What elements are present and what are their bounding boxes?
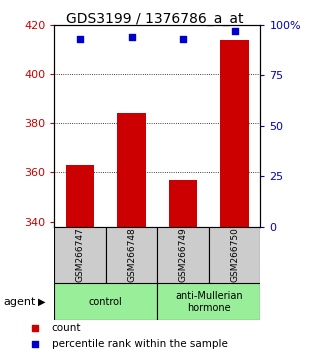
Point <box>33 341 38 347</box>
Text: agent: agent <box>3 297 35 307</box>
Text: GSM266749: GSM266749 <box>179 228 188 282</box>
Bar <box>157 283 260 320</box>
Text: GDS3199 / 1376786_a_at: GDS3199 / 1376786_a_at <box>66 12 244 27</box>
Text: GSM266748: GSM266748 <box>127 228 136 282</box>
Bar <box>117 113 146 227</box>
Bar <box>220 40 249 227</box>
Text: control: control <box>89 297 123 307</box>
Point <box>181 36 186 42</box>
Text: anti-Mullerian
hormone: anti-Mullerian hormone <box>175 291 243 313</box>
Bar <box>66 165 94 227</box>
Bar <box>106 227 157 283</box>
Text: GSM266747: GSM266747 <box>76 228 85 282</box>
Text: ▶: ▶ <box>38 297 46 307</box>
Text: percentile rank within the sample: percentile rank within the sample <box>52 339 228 349</box>
Bar <box>54 227 106 283</box>
Bar <box>157 227 209 283</box>
Point <box>232 28 237 34</box>
Text: GSM266750: GSM266750 <box>230 227 239 282</box>
Bar <box>54 283 157 320</box>
Bar <box>209 227 260 283</box>
Point <box>78 36 82 42</box>
Point <box>129 34 134 40</box>
Text: count: count <box>52 323 81 333</box>
Point <box>33 325 38 331</box>
Bar <box>169 180 197 227</box>
